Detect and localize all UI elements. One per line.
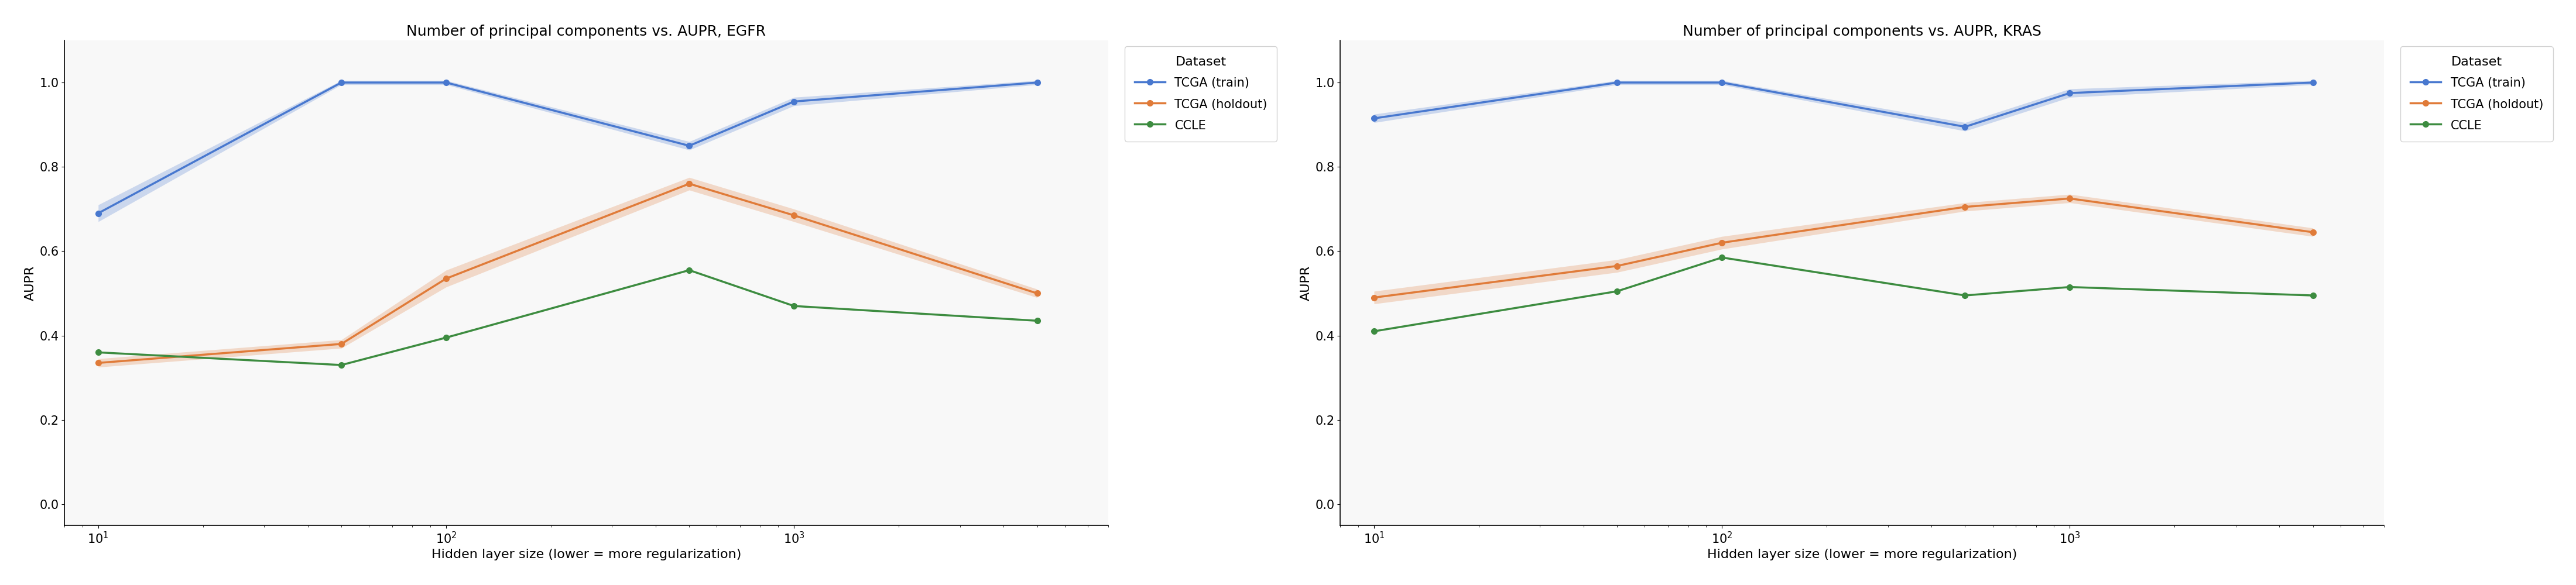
- Line: TCGA (train): TCGA (train): [1370, 80, 2316, 130]
- CCLE: [2053, 284, 2084, 291]
- TCGA (train): [1602, 79, 1633, 86]
- TCGA (train): [1950, 123, 1981, 130]
- CCLE: [430, 334, 461, 341]
- TCGA (holdout): [1358, 294, 1388, 301]
- Title: Number of principal components vs. AUPR, EGFR: Number of principal components vs. AUPR,…: [407, 25, 765, 39]
- Y-axis label: AUPR: AUPR: [23, 265, 36, 301]
- TCGA (train): [778, 98, 809, 105]
- TCGA (train): [2298, 79, 2329, 86]
- Y-axis label: AUPR: AUPR: [1301, 265, 1311, 301]
- TCGA (train): [2053, 90, 2084, 97]
- CCLE: [1602, 288, 1633, 295]
- TCGA (holdout): [1602, 263, 1633, 270]
- TCGA (train): [430, 79, 461, 86]
- Line: CCLE: CCLE: [1370, 254, 2316, 334]
- Line: TCGA (holdout): TCGA (holdout): [1370, 195, 2316, 301]
- CCLE: [1023, 317, 1054, 324]
- TCGA (train): [327, 79, 358, 86]
- TCGA (holdout): [1023, 290, 1054, 297]
- Line: CCLE: CCLE: [95, 267, 1041, 368]
- TCGA (holdout): [778, 212, 809, 219]
- TCGA (holdout): [1705, 239, 1736, 246]
- Title: Number of principal components vs. AUPR, KRAS: Number of principal components vs. AUPR,…: [1682, 25, 2043, 39]
- TCGA (train): [1358, 115, 1388, 122]
- TCGA (holdout): [327, 340, 358, 347]
- TCGA (train): [1705, 79, 1736, 86]
- Legend: TCGA (train), TCGA (holdout), CCLE: TCGA (train), TCGA (holdout), CCLE: [2401, 46, 2553, 142]
- CCLE: [1358, 328, 1388, 335]
- CCLE: [778, 302, 809, 309]
- X-axis label: Hidden layer size (lower = more regularization): Hidden layer size (lower = more regulari…: [1708, 549, 2017, 560]
- CCLE: [327, 362, 358, 369]
- Line: TCGA (holdout): TCGA (holdout): [95, 181, 1041, 366]
- TCGA (holdout): [2053, 195, 2084, 202]
- Legend: TCGA (train), TCGA (holdout), CCLE: TCGA (train), TCGA (holdout), CCLE: [1126, 46, 1278, 142]
- CCLE: [675, 267, 706, 274]
- TCGA (holdout): [1950, 204, 1981, 211]
- CCLE: [2298, 292, 2329, 299]
- TCGA (train): [675, 142, 706, 149]
- TCGA (holdout): [2298, 229, 2329, 236]
- TCGA (holdout): [82, 359, 113, 366]
- Line: TCGA (train): TCGA (train): [95, 80, 1041, 216]
- X-axis label: Hidden layer size (lower = more regularization): Hidden layer size (lower = more regulari…: [430, 549, 742, 560]
- TCGA (train): [82, 210, 113, 217]
- CCLE: [82, 349, 113, 356]
- TCGA (holdout): [675, 180, 706, 187]
- CCLE: [1705, 254, 1736, 261]
- CCLE: [1950, 292, 1981, 299]
- TCGA (train): [1023, 79, 1054, 86]
- TCGA (holdout): [430, 275, 461, 282]
